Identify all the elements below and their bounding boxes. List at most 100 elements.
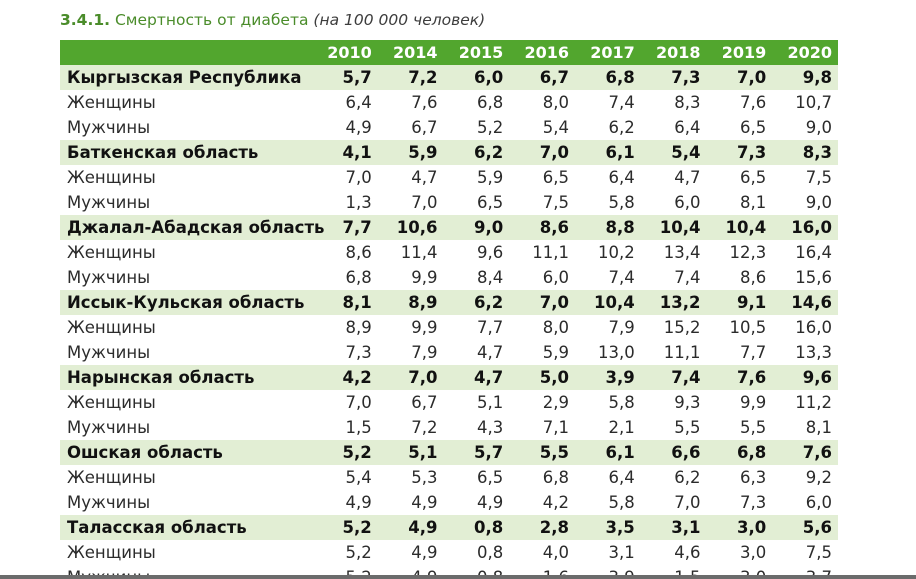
value-cell-2018: 13,2 (640, 290, 707, 315)
region-row: Таласская область 5,2 4,9 0,8 2,8 3,5 3,1 3,0 5,… (60, 515, 838, 540)
value-cell-2014: 9,9 (377, 265, 444, 290)
value-cell-2015: 0,8 (443, 540, 510, 565)
value-cell-2019: 6,5 (706, 115, 773, 140)
mortality-table: 2010 2014 2015 2016 2017 2018 2019 2020 Кыргызс… (60, 40, 838, 579)
sex-row: Женщины 5,4 5,3 6,5 6,8 6,4 6,2 6,3 9,2 (60, 465, 838, 490)
value-cell-2020: 16,0 (772, 315, 838, 340)
value-cell-2019: 7,6 (706, 90, 773, 115)
value-cell-2014: 5,3 (377, 465, 444, 490)
value-cell-2016: 2,8 (509, 515, 575, 540)
value-cell-2016: 8,0 (509, 90, 575, 115)
value-cell-2015: 9,0 (443, 215, 510, 240)
value-cell-2014: 7,0 (377, 190, 444, 215)
table-body: Кыргызская Республика 5,7 7,2 6,0 6,7 6,8 7,3 7… (60, 65, 838, 579)
value-cell-2017: 2,1 (575, 415, 641, 440)
sex-row: Женщины 7,0 4,7 5,9 6,5 6,4 4,7 6,5 7,5 (60, 165, 838, 190)
value-cell-2020: 15,6 (772, 265, 838, 290)
value-cell-2020: 7,5 (772, 165, 838, 190)
value-cell-2016: 6,7 (509, 65, 575, 90)
value-cell-2016: 5,4 (509, 115, 575, 140)
value-cell-2019: 9,1 (706, 290, 773, 315)
value-cell-2017: 7,9 (575, 315, 641, 340)
value-cell-2017: 13,0 (575, 340, 641, 365)
value-cell-2010: 1,3 (312, 190, 378, 215)
value-cell-2018: 5,4 (640, 140, 707, 165)
value-cell-2018: 7,0 (640, 490, 707, 515)
value-cell-2010: 5,4 (312, 465, 378, 490)
sex-row: Мужчины 6,8 9,9 8,4 6,0 7,4 7,4 8,6 15,6 (60, 265, 838, 290)
row-label: Баткенская область (60, 140, 312, 165)
caption-title: Смертность от диабета (114, 11, 309, 29)
value-cell-2020: 7,6 (772, 440, 838, 465)
value-cell-2015: 0,8 (443, 515, 510, 540)
value-cell-2010: 4,9 (312, 115, 378, 140)
header-year-2010: 2010 (312, 40, 378, 65)
value-cell-2014: 7,0 (377, 365, 444, 390)
value-cell-2015: 6,5 (443, 465, 510, 490)
value-cell-2017: 3,5 (575, 515, 641, 540)
caption-number: 3.4.1. (60, 11, 111, 29)
value-cell-2015: 5,1 (443, 390, 510, 415)
value-cell-2010: 6,4 (312, 90, 378, 115)
value-cell-2015: 4,9 (443, 490, 510, 515)
value-cell-2010: 8,6 (312, 240, 378, 265)
value-cell-2019: 8,6 (706, 265, 773, 290)
value-cell-2020: 9,2 (772, 465, 838, 490)
value-cell-2018: 10,4 (640, 215, 707, 240)
row-label: Женщины (60, 315, 312, 340)
value-cell-2015: 6,8 (443, 90, 510, 115)
value-cell-2010: 5,2 (312, 440, 378, 465)
value-cell-2016: 5,5 (509, 440, 575, 465)
value-cell-2015: 4,7 (443, 340, 510, 365)
value-cell-2019: 8,1 (706, 190, 773, 215)
value-cell-2018: 4,7 (640, 165, 707, 190)
value-cell-2010: 7,3 (312, 340, 378, 365)
region-row: Ошская область 5,2 5,1 5,7 5,5 6,1 6,6 6,8 7,6 (60, 440, 838, 465)
sex-row: Мужчины 4,9 6,7 5,2 5,4 6,2 6,4 6,5 9,0 (60, 115, 838, 140)
value-cell-2019: 10,5 (706, 315, 773, 340)
value-cell-2016: 11,1 (509, 240, 575, 265)
value-cell-2019: 6,3 (706, 465, 773, 490)
value-cell-2019: 6,8 (706, 440, 773, 465)
value-cell-2018: 15,2 (640, 315, 707, 340)
value-cell-2015: 5,9 (443, 165, 510, 190)
value-cell-2018: 13,4 (640, 240, 707, 265)
value-cell-2020: 13,3 (772, 340, 838, 365)
sex-row: Мужчины 1,5 7,2 4,3 7,1 2,1 5,5 5,5 8,1 (60, 415, 838, 440)
region-row: Иссык-Кульская область 8,1 8,9 6,2 7,0 10,4 13… (60, 290, 838, 315)
value-cell-2020: 10,7 (772, 90, 838, 115)
row-label: Мужчины (60, 415, 312, 440)
value-cell-2010: 8,9 (312, 315, 378, 340)
sex-row: Женщины 8,6 11,4 9,6 11,1 10,2 13,4 12,3 16,4 (60, 240, 838, 265)
value-cell-2010: 6,8 (312, 265, 378, 290)
value-cell-2016: 6,0 (509, 265, 575, 290)
value-cell-2014: 7,2 (377, 65, 444, 90)
value-cell-2016: 5,9 (509, 340, 575, 365)
value-cell-2018: 9,3 (640, 390, 707, 415)
value-cell-2020: 8,3 (772, 140, 838, 165)
row-label: Мужчины (60, 265, 312, 290)
value-cell-2016: 7,0 (509, 290, 575, 315)
value-cell-2018: 3,1 (640, 515, 707, 540)
value-cell-2010: 4,1 (312, 140, 378, 165)
value-cell-2015: 6,0 (443, 65, 510, 90)
value-cell-2019: 7,7 (706, 340, 773, 365)
header-corner (60, 40, 312, 65)
sex-row: Мужчины 4,9 4,9 4,9 4,2 5,8 7,0 7,3 6,0 (60, 490, 838, 515)
region-row: Джалал-Абадская область 7,7 10,6 9,0 8,6 8,8 1… (60, 215, 838, 240)
value-cell-2014: 4,9 (377, 515, 444, 540)
value-cell-2020: 9,0 (772, 115, 838, 140)
sex-row: Женщины 8,9 9,9 7,7 8,0 7,9 15,2 10,5 16,0 (60, 315, 838, 340)
sex-row: Мужчины 1,3 7,0 6,5 7,5 5,8 6,0 8,1 9,0 (60, 190, 838, 215)
row-label: Иссык-Кульская область (60, 290, 312, 315)
value-cell-2010: 4,2 (312, 365, 378, 390)
value-cell-2016: 7,0 (509, 140, 575, 165)
value-cell-2014: 7,2 (377, 415, 444, 440)
value-cell-2020: 16,4 (772, 240, 838, 265)
value-cell-2018: 5,5 (640, 415, 707, 440)
value-cell-2020: 6,0 (772, 490, 838, 515)
row-label: Мужчины (60, 340, 312, 365)
value-cell-2014: 6,7 (377, 390, 444, 415)
value-cell-2016: 2,9 (509, 390, 575, 415)
